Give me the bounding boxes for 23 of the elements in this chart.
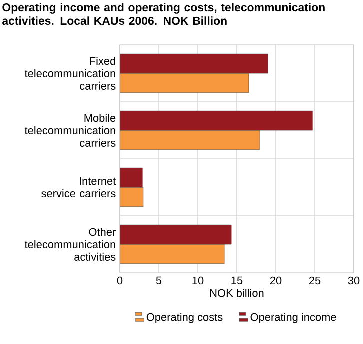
x-tick-label: 20: [270, 276, 282, 285]
bar: [120, 244, 225, 264]
bar: [120, 54, 268, 74]
x-tick-label: 15: [232, 276, 243, 285]
x-tick-label: 5: [156, 276, 162, 285]
bar: [120, 73, 249, 94]
bar: [120, 130, 260, 150]
y-tick-label: Mobile telecommunication carriers: [24, 114, 116, 147]
y-tick-label: Internet service carriers: [42, 177, 116, 198]
x-axis-title: NOK billion: [210, 289, 264, 298]
legend-label: Operating costs: [146, 313, 223, 324]
y-tick-label: Other telecommunication activities: [24, 228, 116, 261]
x-tick-label: 30: [348, 276, 360, 285]
legend-label: Operating income: [250, 313, 336, 324]
bar: [120, 110, 313, 131]
x-tick-label: 25: [309, 276, 321, 285]
y-tick-label: Fixed telecommunication carriers: [24, 57, 116, 90]
bar: [120, 224, 232, 245]
x-tick-label: 10: [192, 276, 204, 285]
chart-title: Operating income and operating costs, telecommunication activities. Local KAUs 2006. NOK Billion: [2, 3, 325, 26]
x-tick-label: 0: [117, 276, 123, 285]
bar: [120, 168, 143, 188]
bar: [120, 187, 144, 208]
